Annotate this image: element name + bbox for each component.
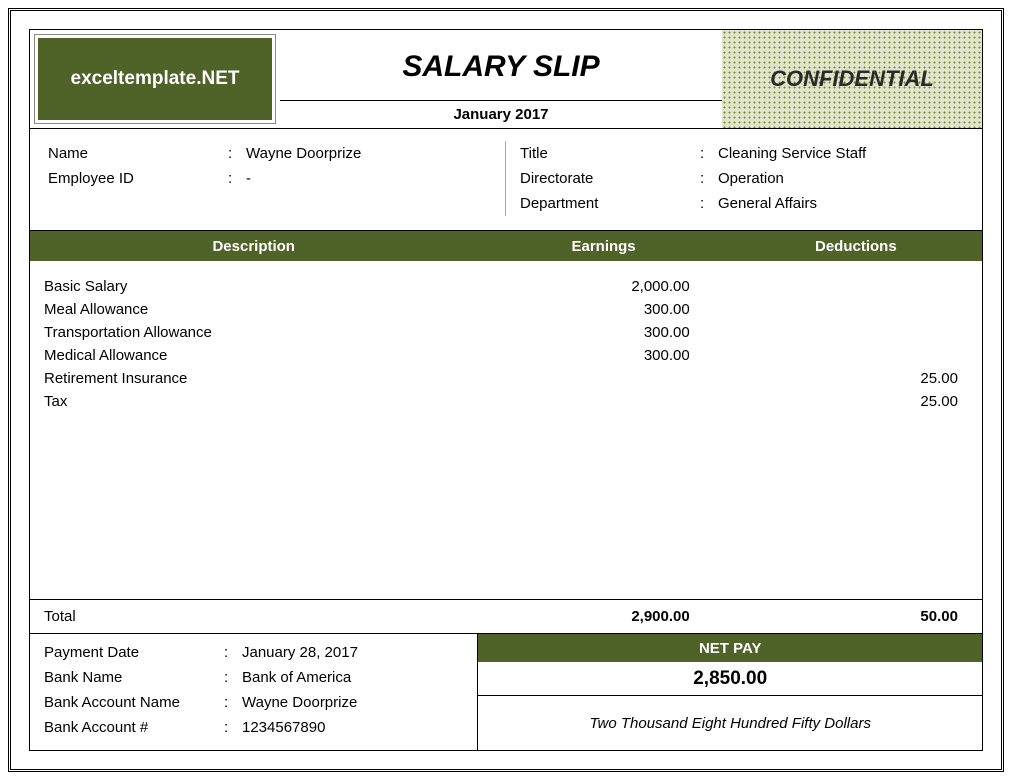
total-earnings: 2,900.00 <box>477 608 729 625</box>
employee-info-left: Name : Wayne Doorprize Employee ID : - <box>34 141 506 216</box>
payment-info: Payment Date : January 28, 2017 Bank Nam… <box>30 634 477 750</box>
item-desc: Transportation Allowance <box>30 324 477 341</box>
salary-slip: exceltemplate.NET SALARY SLIP January 20… <box>29 29 983 751</box>
line-item: Basic Salary 2,000.00 <box>30 275 982 298</box>
item-desc: Meal Allowance <box>30 301 477 318</box>
colon: : <box>224 644 242 661</box>
double-border: exceltemplate.NET SALARY SLIP January 20… <box>8 8 1004 772</box>
page-frame: exceltemplate.NET SALARY SLIP January 20… <box>0 0 1012 780</box>
totals-row: Total 2,900.00 50.00 <box>30 600 982 634</box>
item-earn: 300.00 <box>477 347 729 364</box>
col-earnings: Earnings <box>477 238 729 255</box>
title-row: Title : Cleaning Service Staff <box>520 141 964 166</box>
bank-name-row: Bank Name : Bank of America <box>44 665 463 690</box>
item-earn: 300.00 <box>477 324 729 341</box>
item-desc: Retirement Insurance <box>30 370 477 387</box>
colon: : <box>224 719 242 736</box>
colon: : <box>224 694 242 711</box>
item-desc: Tax <box>30 393 477 410</box>
colon: : <box>228 170 246 187</box>
bank-name-label: Bank Name <box>44 669 224 686</box>
employee-info: Name : Wayne Doorprize Employee ID : - T… <box>30 129 982 231</box>
colon: : <box>228 145 246 162</box>
directorate-row: Directorate : Operation <box>520 166 964 191</box>
department-label: Department <box>520 195 700 212</box>
confidential-stamp: CONFIDENTIAL <box>722 30 982 128</box>
name-row: Name : Wayne Doorprize <box>48 141 491 166</box>
total-label: Total <box>30 608 477 625</box>
colon: : <box>700 145 718 162</box>
net-pay-value: 2,850.00 <box>478 662 982 696</box>
item-ded <box>730 278 982 295</box>
line-item: Tax 25.00 <box>30 390 982 413</box>
title-cell: SALARY SLIP January 2017 <box>280 30 722 128</box>
employee-id-value: - <box>246 170 491 187</box>
name-label: Name <box>48 145 228 162</box>
directorate-value: Operation <box>718 170 964 187</box>
item-desc: Basic Salary <box>30 278 477 295</box>
col-deductions: Deductions <box>730 238 982 255</box>
department-row: Department : General Affairs <box>520 191 964 216</box>
payment-date-row: Payment Date : January 28, 2017 <box>44 640 463 665</box>
account-number-label: Bank Account # <box>44 719 224 736</box>
line-item: Retirement Insurance 25.00 <box>30 367 982 390</box>
employee-id-row: Employee ID : - <box>48 166 491 191</box>
directorate-label: Directorate <box>520 170 700 187</box>
account-number-row: Bank Account # : 1234567890 <box>44 715 463 740</box>
brand-cell: exceltemplate.NET <box>30 30 280 128</box>
employee-info-right: Title : Cleaning Service Staff Directora… <box>506 141 978 216</box>
department-value: General Affairs <box>718 195 964 212</box>
item-earn: 300.00 <box>477 301 729 318</box>
total-deductions: 50.00 <box>730 608 982 625</box>
confidential-cell: CONFIDENTIAL <box>722 30 982 128</box>
item-earn <box>477 370 729 387</box>
item-ded: 25.00 <box>730 393 982 410</box>
item-earn <box>477 393 729 410</box>
item-desc: Medical Allowance <box>30 347 477 364</box>
item-earn: 2,000.00 <box>477 278 729 295</box>
account-name-label: Bank Account Name <box>44 694 224 711</box>
title-label: Title <box>520 145 700 162</box>
colon: : <box>700 195 718 212</box>
header-row: exceltemplate.NET SALARY SLIP January 20… <box>30 30 982 129</box>
title-value: Cleaning Service Staff <box>718 145 964 162</box>
net-pay-words: Two Thousand Eight Hundred Fifty Dollars <box>478 696 982 750</box>
table-header: Description Earnings Deductions <box>30 231 982 261</box>
line-item: Transportation Allowance 300.00 <box>30 321 982 344</box>
account-name-row: Bank Account Name : Wayne Doorprize <box>44 690 463 715</box>
employee-id-label: Employee ID <box>48 170 228 187</box>
net-pay-label: NET PAY <box>478 634 982 662</box>
document-title: SALARY SLIP <box>280 30 722 100</box>
item-ded <box>730 301 982 318</box>
account-name-value: Wayne Doorprize <box>242 694 463 711</box>
payment-date-value: January 28, 2017 <box>242 644 463 661</box>
line-item: Meal Allowance 300.00 <box>30 298 982 321</box>
account-number-value: 1234567890 <box>242 719 463 736</box>
colon: : <box>224 669 242 686</box>
colon: : <box>700 170 718 187</box>
line-items: Basic Salary 2,000.00 Meal Allowance 300… <box>30 261 982 600</box>
item-ded: 25.00 <box>730 370 982 387</box>
col-description: Description <box>30 238 477 255</box>
item-ded <box>730 324 982 341</box>
bank-name-value: Bank of America <box>242 669 463 686</box>
pay-period: January 2017 <box>280 100 722 128</box>
net-pay-block: NET PAY 2,850.00 Two Thousand Eight Hund… <box>477 634 982 750</box>
brand-box: exceltemplate.NET <box>38 38 272 120</box>
item-ded <box>730 347 982 364</box>
name-value: Wayne Doorprize <box>246 145 491 162</box>
line-item: Medical Allowance 300.00 <box>30 344 982 367</box>
payment-date-label: Payment Date <box>44 644 224 661</box>
footer-row: Payment Date : January 28, 2017 Bank Nam… <box>30 634 982 750</box>
